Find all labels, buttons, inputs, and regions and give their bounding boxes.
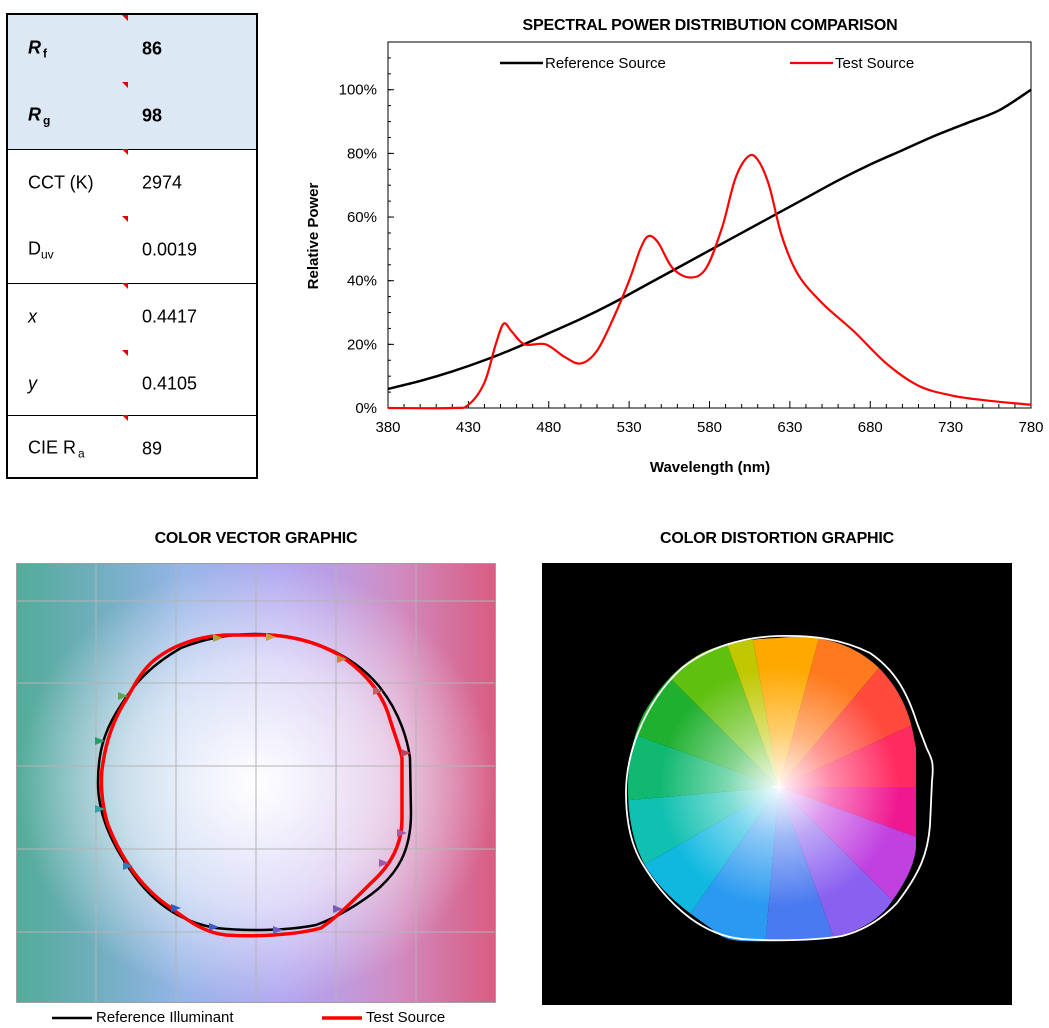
ra-label-main: CIE R bbox=[28, 437, 77, 457]
x-tick-label: 480 bbox=[536, 419, 561, 436]
legend-reference-label: Reference Illuminant bbox=[96, 1009, 234, 1026]
color-vector-graphic bbox=[16, 563, 496, 1003]
cvg-grid bbox=[16, 563, 496, 1003]
test-source-line bbox=[387, 153, 1032, 410]
y-tick-label: 80% bbox=[347, 145, 377, 162]
cct-label: CCT (K) bbox=[28, 172, 94, 192]
spd-chart-title: SPECTRAL POWER DISTRIBUTION COMPARISON bbox=[522, 17, 898, 34]
y-label: y bbox=[28, 373, 37, 394]
rg-label-main: R bbox=[28, 104, 41, 124]
cvg-curves bbox=[95, 632, 413, 938]
comment-marker bbox=[122, 82, 128, 88]
y-label-text: y bbox=[28, 373, 37, 393]
test-source-curve bbox=[99, 633, 404, 938]
comment-marker bbox=[122, 216, 128, 222]
rf-label-main: R bbox=[28, 37, 41, 57]
separator bbox=[8, 283, 256, 284]
ra-value: 89 bbox=[142, 438, 163, 458]
cvg-frame bbox=[16, 563, 496, 1003]
rg-value: 98 bbox=[142, 105, 163, 125]
spd-axes: 380 430 480 530 580 630 680 730 780 0% 20% 40% 60% 80… bbox=[339, 41, 1044, 436]
x-tick-label: 530 bbox=[617, 419, 642, 436]
comment-marker bbox=[122, 350, 128, 356]
x-label-text: x bbox=[28, 306, 37, 326]
y-tick-label: 0% bbox=[355, 400, 377, 417]
color-vector-arrow bbox=[266, 633, 276, 641]
spd-y-axis-label: Relative Power bbox=[305, 182, 322, 289]
y-row: y 0.4105 bbox=[8, 350, 256, 417]
legend-label: Test Source bbox=[835, 55, 914, 72]
cvg-legend: Reference Illuminant Test Source bbox=[40, 1008, 500, 1028]
y-tick-label: 100% bbox=[339, 82, 377, 99]
y-tick-label: 20% bbox=[347, 336, 377, 353]
y-tick-label: 60% bbox=[347, 209, 377, 226]
x-tick-label: 580 bbox=[697, 419, 722, 436]
x-value: 0.4417 bbox=[142, 306, 198, 326]
x-tick-label: 380 bbox=[375, 419, 400, 436]
x-tick-label: 430 bbox=[456, 419, 481, 436]
x-tick-label: 730 bbox=[938, 419, 963, 436]
duv-value: 0.0019 bbox=[142, 239, 198, 259]
color-vector-arrow bbox=[373, 687, 383, 695]
cdg-chart-title: COLOR DISTORTION GRAPHIC bbox=[659, 530, 895, 547]
spd-legend: Reference Source Test Source bbox=[500, 55, 914, 72]
separator bbox=[8, 149, 256, 150]
color-distortion-graphic bbox=[542, 563, 1012, 1005]
reference-source-line bbox=[387, 88, 1032, 391]
rf-label-sub: f bbox=[43, 46, 47, 60]
duv-label-sub: uv bbox=[41, 247, 54, 261]
cdg-center-cross bbox=[773, 781, 785, 793]
duv-label: Duv bbox=[28, 238, 54, 261]
color-vector-arrow bbox=[213, 634, 223, 642]
cct-value: 2974 bbox=[142, 172, 183, 192]
color-vector-arrow bbox=[397, 829, 407, 837]
rf-value: 86 bbox=[142, 38, 163, 58]
cdg-color-wheel bbox=[628, 636, 916, 942]
ra-label-sub: a bbox=[78, 446, 85, 460]
cct-row: CCT (K) 2974 bbox=[8, 149, 256, 216]
color-vector-arrow bbox=[337, 655, 347, 663]
color-vector-arrow bbox=[209, 923, 219, 931]
cvg-chart-title: COLOR VECTOR GRAPHIC bbox=[154, 530, 358, 547]
comment-marker bbox=[122, 415, 128, 421]
color-vector-arrow bbox=[273, 926, 283, 934]
y-tick-label: 40% bbox=[347, 273, 377, 290]
color-vector-arrow bbox=[401, 749, 411, 757]
x-label: x bbox=[28, 306, 37, 327]
spd-series bbox=[387, 88, 1032, 410]
color-vector-arrow bbox=[95, 737, 105, 745]
color-vector-arrow bbox=[333, 905, 343, 913]
legend-label: Reference Source bbox=[545, 55, 666, 72]
cdg-reference-outline bbox=[625, 634, 934, 942]
rg-label-sub: g bbox=[43, 113, 51, 127]
plot-area-frame bbox=[387, 41, 1032, 409]
spd-chart: 380 430 480 530 580 630 680 730 780 0% 20% 40% 60% 80… bbox=[305, 41, 1044, 476]
color-vector-arrow bbox=[171, 904, 181, 912]
color-vector-arrow bbox=[379, 859, 389, 867]
spd-x-axis-label: Wavelength (nm) bbox=[650, 459, 770, 476]
color-vector-arrow bbox=[95, 805, 105, 813]
comment-marker bbox=[122, 149, 128, 155]
separator bbox=[8, 415, 256, 416]
x-tick-label: 780 bbox=[1018, 419, 1043, 436]
x-row: x 0.4417 bbox=[8, 283, 256, 350]
comment-marker bbox=[122, 283, 128, 289]
x-tick-label: 630 bbox=[777, 419, 802, 436]
color-vector-arrow bbox=[123, 862, 133, 870]
color-vector-arrow bbox=[118, 692, 128, 700]
comment-marker bbox=[122, 15, 128, 21]
duv-label-main: D bbox=[28, 238, 41, 258]
x-tick-label: 680 bbox=[858, 419, 883, 436]
legend-test-label: Test Source bbox=[366, 1009, 446, 1026]
y-value: 0.4105 bbox=[142, 373, 198, 393]
duv-row: Duv 0.0019 bbox=[8, 216, 256, 283]
